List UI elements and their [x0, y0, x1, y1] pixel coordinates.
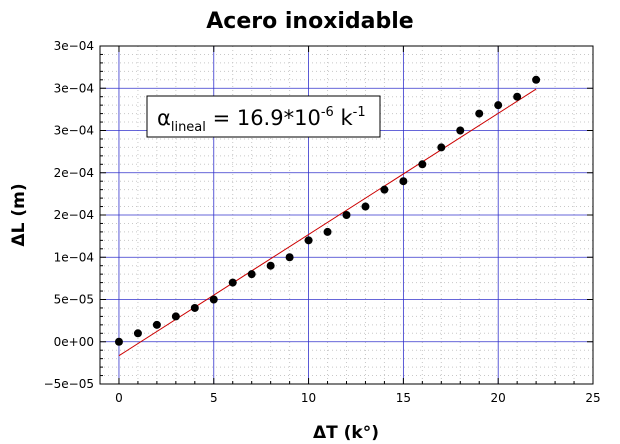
- x-axis-ticks: 0 5 10 15 20 25: [99, 46, 601, 405]
- data-point: [399, 177, 408, 186]
- data-point: [323, 227, 332, 236]
- data-point: [285, 253, 294, 262]
- fit-line: [118, 88, 537, 357]
- data-point: [418, 160, 427, 169]
- y-tick-label: 3e−04: [54, 39, 94, 53]
- annotation-unit-exponent: -1: [353, 105, 366, 120]
- annotation-subscript: lineal: [171, 120, 206, 135]
- data-point: [380, 185, 389, 194]
- x-tick-label: 10: [301, 391, 316, 405]
- x-axis-label: ΔT (k°): [313, 423, 379, 443]
- x-tick-label: 25: [585, 391, 600, 405]
- data-point: [152, 320, 161, 329]
- data-point: [437, 143, 446, 152]
- chart-title: Acero inoxidable: [206, 9, 413, 34]
- data-point: [171, 312, 180, 321]
- fit-line-layer: [118, 88, 537, 357]
- y-tick-label: 3e−04: [54, 124, 94, 138]
- y-tick-label: 2e−04: [54, 208, 94, 222]
- data-point: [190, 303, 199, 312]
- data-point: [475, 109, 484, 118]
- data-point: [513, 92, 522, 101]
- y-axis-ticks: −5e−05 0e+00 5e−05 1e−04 2e−04 2e−04 3e−04 3e−0…: [44, 39, 593, 391]
- data-point: [304, 236, 313, 245]
- data-point: [266, 261, 275, 270]
- data-point: [114, 337, 123, 346]
- data-point: [228, 278, 237, 287]
- y-axis-label: ΔL (m): [9, 183, 29, 246]
- annotation-value: = 16.9*10: [206, 106, 321, 130]
- y-tick-label: 5e−05: [54, 293, 94, 307]
- annotation-text: αlineal = 16.9*10-6 k-1: [157, 105, 366, 135]
- annotation-exponent: -6: [321, 105, 334, 120]
- y-tick-label: 2e−04: [54, 166, 94, 180]
- x-tick-label: 15: [396, 391, 411, 405]
- annotation-box: αlineal = 16.9*10-6 k-1: [146, 95, 381, 138]
- y-tick-label: 0e+00: [54, 335, 94, 349]
- data-point: [133, 329, 142, 338]
- annotation-frame: [146, 95, 381, 138]
- x-tick-label: 0: [115, 391, 123, 405]
- y-tick-label: 1e−04: [54, 250, 94, 264]
- data-point: [456, 126, 465, 135]
- annotation-symbol: α: [157, 106, 171, 130]
- data-points: [114, 75, 541, 346]
- data-point: [342, 211, 351, 219]
- data-point: [361, 202, 370, 211]
- data-point: [532, 75, 541, 84]
- x-tick-label: 20: [491, 391, 506, 405]
- y-tick-label: −5e−05: [44, 377, 94, 391]
- data-point: [247, 270, 256, 279]
- annotation-unit: k: [334, 106, 354, 130]
- x-tick-label: 5: [210, 391, 218, 405]
- data-point: [494, 101, 503, 110]
- data-point: [209, 295, 218, 304]
- y-tick-label: 3e−04: [54, 81, 94, 95]
